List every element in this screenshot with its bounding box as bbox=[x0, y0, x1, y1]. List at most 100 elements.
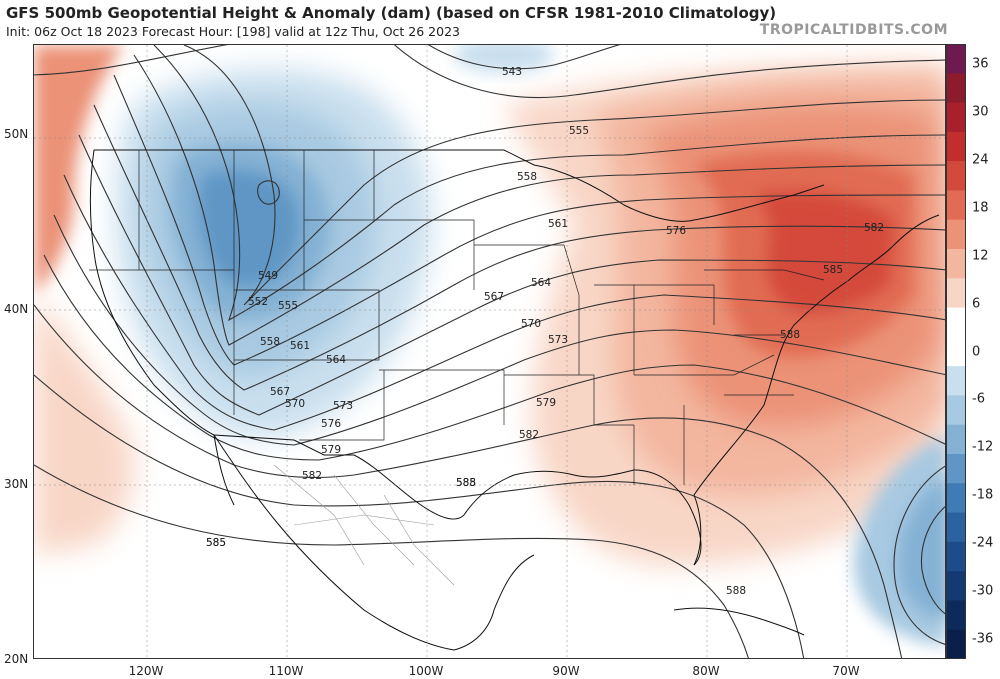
contour-label: 582 bbox=[302, 470, 322, 482]
colorbar-label: 30 bbox=[972, 104, 989, 120]
colorbar-swatch bbox=[946, 541, 966, 572]
us-west-coast bbox=[89, 149, 215, 436]
contour-line bbox=[183, 45, 945, 306]
colorbar-swatch bbox=[946, 73, 966, 104]
colorbar-label: -30 bbox=[972, 583, 994, 599]
colorbar-label: -24 bbox=[972, 535, 994, 551]
contour-label: 588 bbox=[726, 585, 746, 597]
contour-line bbox=[153, 45, 945, 322]
colorbar-label: 24 bbox=[972, 152, 989, 168]
contour-label: 543 bbox=[502, 66, 522, 78]
state-line bbox=[373, 150, 475, 290]
contour-label: 558 bbox=[517, 171, 537, 183]
anomaly-warm-west bbox=[34, 45, 124, 295]
contour-line bbox=[78, 134, 945, 416]
state-line bbox=[634, 354, 775, 376]
contour-label: 555 bbox=[569, 125, 589, 137]
contour-label: 567 bbox=[270, 386, 290, 398]
colorbar-labels: 36 30 24 18 12 6 0 -6 -12 -18 -24 -30 -36 bbox=[968, 44, 998, 659]
state-line bbox=[504, 374, 634, 426]
colorbar-swatch bbox=[946, 395, 966, 426]
colorbar-swatch bbox=[946, 278, 966, 309]
contour-label: 588 bbox=[780, 329, 800, 341]
colorbar-swatch bbox=[946, 600, 966, 631]
contour-label: 585 bbox=[456, 477, 476, 489]
colorbar-label: 36 bbox=[972, 56, 989, 72]
contour-line bbox=[113, 74, 945, 366]
contour-label: 573 bbox=[548, 334, 568, 346]
lon-label: 100W bbox=[408, 664, 444, 678]
state-borders bbox=[89, 150, 825, 485]
chart-subtitle: Init: 06z Oct 18 2023 Forecast Hour: [19… bbox=[6, 24, 460, 39]
colorbar-swatch bbox=[946, 629, 966, 659]
anomaly-cool-top bbox=[454, 45, 554, 73]
contour-label: 558 bbox=[260, 336, 280, 348]
contour-label: 585 bbox=[206, 537, 226, 549]
colorbar-swatch bbox=[946, 190, 966, 221]
state-line bbox=[299, 370, 385, 441]
contour-label: 564 bbox=[326, 354, 346, 366]
colorbar-label: -6 bbox=[972, 391, 985, 407]
contour-label: 585 bbox=[823, 264, 843, 276]
colorbar-swatch bbox=[946, 454, 966, 484]
contour-line bbox=[920, 506, 945, 615]
gulf-coast bbox=[463, 469, 702, 566]
lon-label: 80W bbox=[692, 664, 720, 678]
anomaly-warm-sw bbox=[34, 295, 134, 555]
site-credit: TROPICALTIDBITS.COM bbox=[759, 22, 948, 38]
colorbar-swatch bbox=[946, 366, 966, 396]
lat-label: 40N bbox=[4, 302, 29, 316]
lon-label: 110W bbox=[268, 664, 304, 678]
contour-label: 576 bbox=[321, 418, 341, 430]
contour-label: 570 bbox=[285, 398, 305, 410]
colorbar-frame bbox=[946, 44, 966, 659]
contour-line bbox=[34, 45, 229, 76]
state-line bbox=[379, 369, 505, 425]
country-borders bbox=[89, 149, 940, 651]
lon-label: 90W bbox=[552, 664, 580, 678]
anomaly-shading bbox=[34, 45, 945, 645]
mexico-state-line bbox=[273, 464, 365, 566]
contour-line bbox=[53, 214, 945, 446]
colorbar-label: 18 bbox=[972, 200, 989, 216]
anomaly-cool-atlantic-core bbox=[898, 476, 945, 620]
us-canada-border bbox=[94, 149, 825, 222]
contour-line bbox=[43, 254, 945, 461]
chart-title: GFS 500mb Geopotential Height & Anomaly … bbox=[6, 4, 777, 22]
us-east-coast bbox=[693, 214, 940, 566]
contour-label-group: 543 549 552 555 558 561 564 567 570 573 … bbox=[206, 66, 884, 597]
colorbar-label: 0 bbox=[972, 344, 981, 359]
contour-label: 579 bbox=[536, 397, 556, 409]
colorbar bbox=[946, 44, 966, 659]
colorbar-label: 6 bbox=[972, 296, 981, 312]
graticule bbox=[34, 45, 945, 658]
contour-line bbox=[257, 180, 280, 205]
contour-line bbox=[63, 174, 945, 431]
height-contours bbox=[34, 45, 945, 658]
state-line bbox=[474, 244, 580, 375]
state-line bbox=[704, 269, 825, 281]
mexico-outline bbox=[213, 434, 535, 651]
state-line bbox=[234, 289, 380, 361]
colorbar-swatch bbox=[946, 131, 966, 162]
colorbar-swatch bbox=[946, 512, 966, 543]
lat-label: 30N bbox=[4, 477, 29, 491]
lat-label: 20N bbox=[4, 652, 29, 666]
contour-label: 570 bbox=[521, 318, 541, 330]
contour-line bbox=[34, 374, 805, 658]
contour-label: 579 bbox=[321, 444, 341, 456]
colorbar-swatches bbox=[946, 44, 966, 659]
lon-label: 70W bbox=[832, 664, 860, 678]
mexico-state-borders bbox=[273, 464, 455, 586]
colorbar-label: -12 bbox=[972, 439, 994, 455]
contour-line bbox=[34, 464, 749, 658]
colorbar-swatch bbox=[946, 249, 966, 279]
lat-label: 50N bbox=[4, 127, 29, 141]
colorbar-swatch bbox=[946, 102, 966, 133]
anomaly-warm-30 bbox=[754, 191, 894, 314]
contour-line bbox=[93, 104, 945, 391]
state-line bbox=[634, 284, 715, 325]
contour-label: 552 bbox=[248, 296, 268, 308]
colorbar-swatch bbox=[946, 161, 966, 191]
contour-label: 549 bbox=[258, 270, 278, 282]
